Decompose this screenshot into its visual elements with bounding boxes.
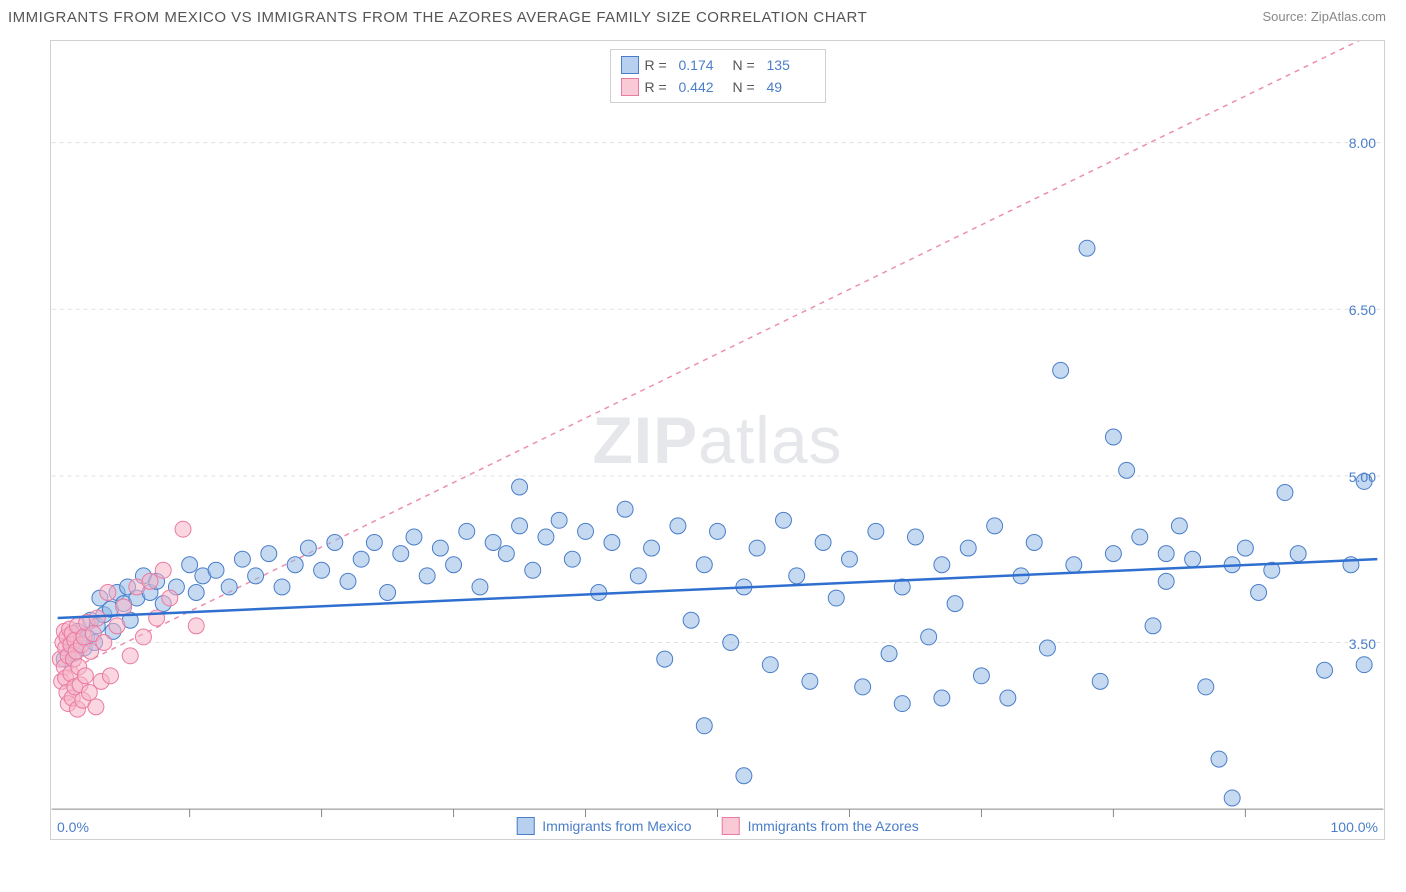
source-name: ZipAtlas.com	[1311, 9, 1386, 24]
r-label: R =	[645, 79, 673, 95]
n-label: N =	[733, 79, 761, 95]
n-value: 49	[767, 79, 815, 95]
correlation-legend-row: R = 0.174 N = 135	[621, 54, 815, 76]
y-tick-label: 8.00	[1349, 135, 1376, 151]
y-tick-label: 6.50	[1349, 302, 1376, 318]
chart-container: ZIPatlas R =0.174N =135R =0.442N =49 3.5…	[50, 40, 1385, 840]
y-tick-label: 5.00	[1349, 469, 1376, 485]
x-axis-end-label: 100.0%	[1331, 819, 1378, 835]
series-legend: Immigrants from Mexico Immigrants from th…	[516, 817, 919, 835]
y-tick-label: 3.50	[1349, 636, 1376, 652]
r-value: 0.174	[679, 57, 727, 73]
n-value: 135	[767, 57, 815, 73]
source-prefix: Source:	[1262, 9, 1310, 24]
legend-swatch	[621, 56, 639, 74]
series-legend-label: Immigrants from Mexico	[542, 818, 691, 834]
source-attribution: Source: ZipAtlas.com	[1262, 8, 1386, 26]
correlation-legend: R = 0.174 N = 135 R = 0.442 N = 49	[610, 49, 826, 103]
chart-title: IMMIGRANTS FROM MEXICO VS IMMIGRANTS FRO…	[8, 9, 867, 26]
series-legend-item: Immigrants from Mexico	[516, 817, 691, 835]
correlation-legend-row: R = 0.442 N = 49	[621, 76, 815, 98]
x-axis-start-label: 0.0%	[57, 819, 89, 835]
series-legend-item: Immigrants from the Azores	[722, 817, 919, 835]
legend-swatch	[722, 817, 740, 835]
series-legend-label: Immigrants from the Azores	[748, 818, 919, 834]
scatter-chart-svg	[51, 41, 1384, 839]
r-value: 0.442	[679, 79, 727, 95]
r-label: R =	[645, 57, 673, 73]
legend-swatch	[516, 817, 534, 835]
n-label: N =	[733, 57, 761, 73]
legend-swatch	[621, 78, 639, 96]
